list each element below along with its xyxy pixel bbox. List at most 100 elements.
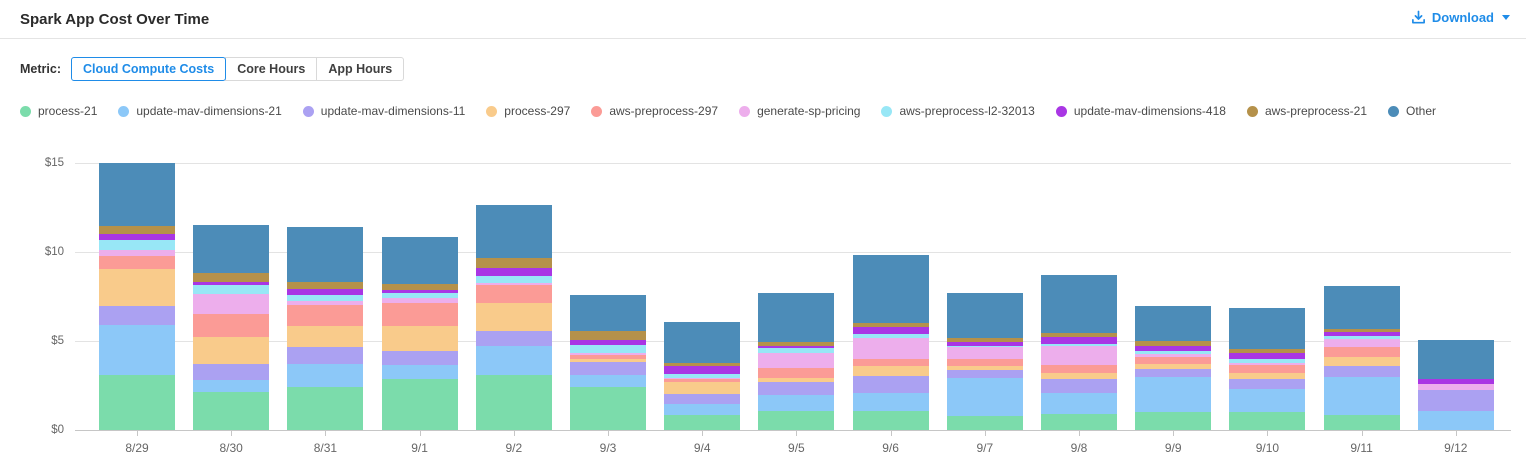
bar-segment-aws-preprocess-l2-32013[interactable]: [570, 344, 646, 353]
bar-segment-other[interactable]: [193, 225, 270, 274]
bar-segment-other[interactable]: [1135, 305, 1212, 342]
bar-segment-aws-preprocess-297[interactable]: [1229, 365, 1306, 374]
bar-segment-other[interactable]: [664, 321, 741, 364]
bar-segment-aws-preprocess-l2-32013[interactable]: [946, 345, 1023, 348]
bar-segment-generate-sp-pricing[interactable]: [475, 283, 552, 286]
bar-segment-update-mav-dimensions-21[interactable]: [1135, 376, 1212, 413]
bar-segment-aws-preprocess-l2-32013[interactable]: [758, 348, 835, 353]
bar-segment-process-21[interactable]: [1135, 412, 1212, 431]
bar-column-9-1[interactable]: [381, 164, 458, 431]
legend-item-update-mav-dimensions-418[interactable]: update-mav-dimensions-418: [1055, 104, 1226, 118]
metric-tab-app-hours[interactable]: App Hours: [316, 57, 405, 81]
bar-segment-aws-preprocess-297[interactable]: [1135, 357, 1212, 365]
bar-segment-process-297[interactable]: [946, 366, 1023, 370]
bar-segment-process-297[interactable]: [664, 382, 741, 394]
legend-item-process-21[interactable]: process-21: [20, 104, 97, 118]
bar-segment-update-mav-dimensions-418[interactable]: [946, 342, 1023, 346]
bar-segment-update-mav-dimensions-21[interactable]: [664, 404, 741, 415]
bar-segment-generate-sp-pricing[interactable]: [193, 293, 270, 314]
bar-segment-aws-preprocess-297[interactable]: [381, 302, 458, 326]
bar-segment-aws-preprocess-297[interactable]: [946, 358, 1023, 367]
bar-segment-generate-sp-pricing[interactable]: [1323, 339, 1400, 348]
bar-segment-aws-preprocess-l2-32013[interactable]: [287, 294, 364, 302]
bar-segment-process-21[interactable]: [381, 378, 458, 431]
bar-segment-aws-preprocess-l2-32013[interactable]: [193, 285, 270, 294]
bar-segment-update-mav-dimensions-11[interactable]: [1135, 368, 1212, 377]
bar-segment-update-mav-dimensions-21[interactable]: [570, 374, 646, 387]
bar-segment-aws-preprocess-l2-32013[interactable]: [381, 293, 458, 298]
bar-segment-update-mav-dimensions-21[interactable]: [1417, 410, 1494, 431]
bar-segment-update-mav-dimensions-11[interactable]: [1323, 366, 1400, 377]
bar-segment-update-mav-dimensions-21[interactable]: [193, 380, 270, 392]
bar-segment-update-mav-dimensions-418[interactable]: [758, 345, 835, 349]
bar-segment-other[interactable]: [852, 254, 929, 324]
bar-segment-aws-preprocess-l2-32013[interactable]: [1135, 350, 1212, 355]
bar-segment-aws-preprocess-21[interactable]: [193, 273, 270, 283]
bar-segment-aws-preprocess-21[interactable]: [852, 323, 929, 327]
bar-segment-update-mav-dimensions-418[interactable]: [193, 282, 270, 286]
bar-segment-aws-preprocess-l2-32013[interactable]: [664, 374, 741, 378]
bar-segment-update-mav-dimensions-21[interactable]: [758, 395, 835, 412]
bar-segment-update-mav-dimensions-11[interactable]: [946, 369, 1023, 378]
bar-segment-aws-preprocess-21[interactable]: [664, 363, 741, 367]
bar-segment-generate-sp-pricing[interactable]: [1041, 345, 1117, 366]
bar-segment-update-mav-dimensions-21[interactable]: [381, 365, 458, 379]
bar-segment-process-297[interactable]: [1041, 373, 1117, 379]
bar-segment-update-mav-dimensions-21[interactable]: [852, 392, 929, 412]
bar-segment-update-mav-dimensions-21[interactable]: [1323, 376, 1400, 415]
bar-segment-update-mav-dimensions-11[interactable]: [758, 382, 835, 396]
bar-column-9-3[interactable]: [570, 164, 646, 431]
bar-segment-update-mav-dimensions-21[interactable]: [99, 325, 175, 375]
bar-segment-generate-sp-pricing[interactable]: [1417, 383, 1494, 391]
bar-segment-generate-sp-pricing[interactable]: [758, 352, 835, 368]
bar-segment-process-297[interactable]: [99, 269, 175, 307]
legend-item-update-mav-dimensions-21[interactable]: update-mav-dimensions-21: [118, 104, 282, 118]
bar-segment-aws-preprocess-297[interactable]: [287, 304, 364, 326]
bar-segment-update-mav-dimensions-11[interactable]: [99, 306, 175, 326]
bar-segment-other[interactable]: [1229, 308, 1306, 350]
bar-segment-update-mav-dimensions-21[interactable]: [1041, 392, 1117, 415]
legend-item-aws-preprocess-l2-32013[interactable]: aws-preprocess-l2-32013: [881, 104, 1035, 118]
bar-segment-update-mav-dimensions-11[interactable]: [664, 393, 741, 405]
bar-segment-generate-sp-pricing[interactable]: [99, 250, 175, 256]
bar-segment-update-mav-dimensions-21[interactable]: [475, 346, 552, 375]
bar-segment-generate-sp-pricing[interactable]: [381, 297, 458, 303]
bar-segment-generate-sp-pricing[interactable]: [1229, 363, 1306, 366]
bar-segment-update-mav-dimensions-21[interactable]: [1229, 389, 1306, 413]
bar-segment-update-mav-dimensions-11[interactable]: [1417, 390, 1494, 411]
bar-segment-update-mav-dimensions-418[interactable]: [1135, 345, 1212, 351]
bar-segment-process-21[interactable]: [1323, 414, 1400, 431]
bar-segment-aws-preprocess-21[interactable]: [1229, 349, 1306, 353]
bar-segment-aws-preprocess-21[interactable]: [946, 338, 1023, 342]
bar-segment-other[interactable]: [1417, 340, 1494, 380]
bar-segment-process-21[interactable]: [664, 414, 741, 431]
bar-segment-update-mav-dimensions-21[interactable]: [287, 364, 364, 388]
bar-segment-aws-preprocess-l2-32013[interactable]: [1041, 343, 1117, 346]
legend-item-process-297[interactable]: process-297: [486, 104, 570, 118]
bar-segment-process-297[interactable]: [381, 326, 458, 351]
bar-segment-aws-preprocess-21[interactable]: [99, 226, 175, 235]
bar-segment-other[interactable]: [946, 293, 1023, 339]
bar-column-8-29[interactable]: [99, 163, 175, 431]
bar-segment-update-mav-dimensions-11[interactable]: [287, 347, 364, 365]
bar-segment-aws-preprocess-21[interactable]: [1135, 341, 1212, 346]
bar-segment-update-mav-dimensions-418[interactable]: [287, 288, 364, 295]
bar-column-9-2[interactable]: [475, 164, 552, 431]
bar-segment-process-21[interactable]: [99, 374, 175, 431]
bar-segment-update-mav-dimensions-11[interactable]: [475, 331, 552, 347]
bar-segment-process-21[interactable]: [287, 387, 364, 431]
bar-segment-update-mav-dimensions-418[interactable]: [381, 290, 458, 294]
bar-column-8-31[interactable]: [287, 164, 364, 431]
metric-tab-core-hours[interactable]: Core Hours: [225, 57, 318, 81]
bar-segment-generate-sp-pricing[interactable]: [1135, 354, 1212, 358]
bar-segment-other[interactable]: [475, 204, 552, 259]
bar-segment-update-mav-dimensions-21[interactable]: [946, 377, 1023, 416]
bar-segment-process-297[interactable]: [1323, 357, 1400, 367]
bar-segment-update-mav-dimensions-11[interactable]: [570, 362, 646, 375]
bar-segment-update-mav-dimensions-418[interactable]: [1417, 379, 1494, 384]
bar-segment-process-297[interactable]: [1229, 373, 1306, 379]
bar-segment-aws-preprocess-297[interactable]: [99, 255, 175, 270]
bar-segment-other[interactable]: [1041, 275, 1117, 334]
legend-item-update-mav-dimensions-11[interactable]: update-mav-dimensions-11: [302, 104, 465, 118]
bar-segment-generate-sp-pricing[interactable]: [946, 347, 1023, 359]
